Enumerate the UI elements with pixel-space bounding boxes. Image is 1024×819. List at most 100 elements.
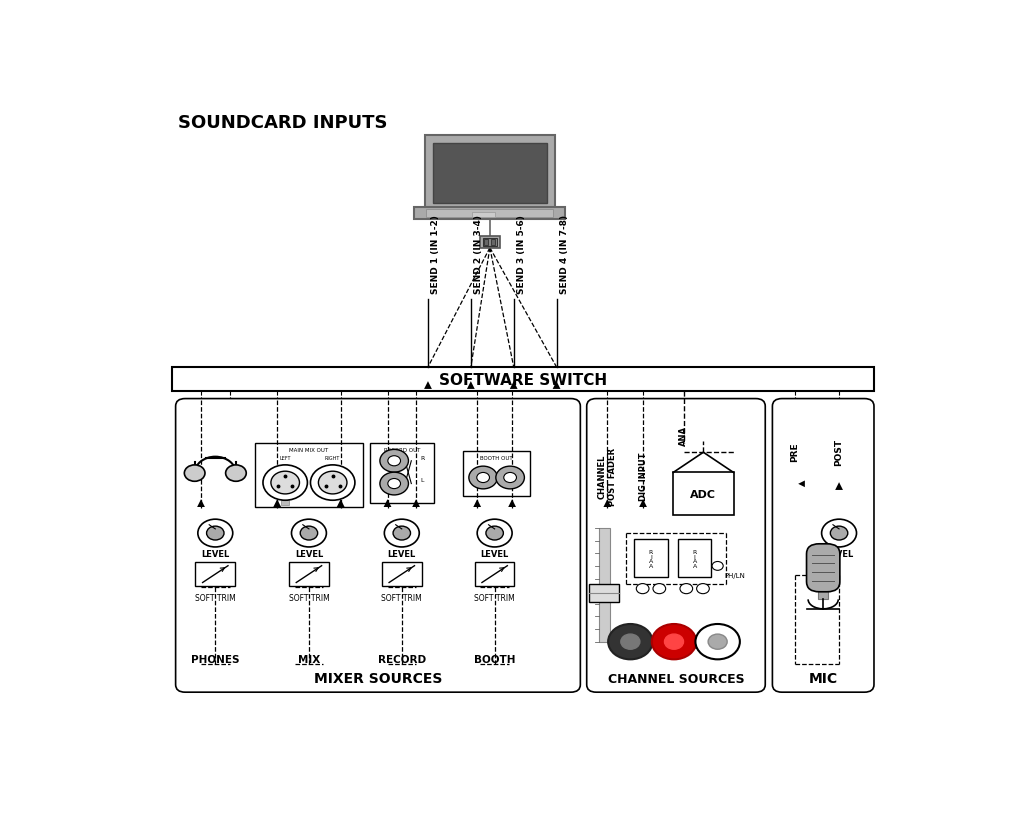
Text: LEVEL: LEVEL	[388, 550, 416, 559]
Circle shape	[621, 634, 640, 649]
Text: MIC: MIC	[809, 672, 838, 686]
Text: SEND 2 (IN 3-4): SEND 2 (IN 3-4)	[474, 215, 483, 294]
Bar	[599, 528, 609, 642]
Bar	[589, 585, 620, 602]
Circle shape	[709, 634, 727, 649]
Bar	[484, 239, 488, 245]
Circle shape	[696, 584, 710, 594]
Text: SOUNDCARD INPUTS: SOUNDCARD INPUTS	[178, 114, 387, 132]
Bar	[255, 444, 362, 507]
Text: RIGHT: RIGHT	[325, 455, 340, 460]
Circle shape	[380, 473, 409, 495]
Bar	[674, 636, 718, 648]
Text: SOFT TRIM: SOFT TRIM	[474, 593, 515, 602]
Bar	[678, 540, 712, 577]
Text: RECORD OUT: RECORD OUT	[384, 447, 420, 452]
FancyBboxPatch shape	[772, 399, 874, 692]
Text: SOFTWARE SWITCH: SOFTWARE SWITCH	[438, 372, 607, 387]
Bar	[472, 212, 495, 218]
Circle shape	[318, 472, 347, 495]
Text: LEVEL: LEVEL	[480, 550, 509, 559]
Text: CHANNEL SOURCES: CHANNEL SOURCES	[607, 672, 744, 685]
Text: MIX: MIX	[298, 654, 321, 664]
Circle shape	[477, 473, 489, 483]
Bar	[426, 210, 553, 218]
Circle shape	[271, 472, 299, 495]
Text: LEVEL: LEVEL	[825, 550, 853, 559]
Text: PRE: PRE	[791, 441, 799, 461]
Text: R: R	[420, 456, 424, 461]
Circle shape	[680, 584, 692, 594]
Circle shape	[608, 624, 652, 659]
Circle shape	[198, 519, 232, 547]
Text: R
I
A
A: R I A A	[649, 550, 653, 568]
Circle shape	[380, 450, 409, 473]
Circle shape	[821, 519, 856, 547]
Text: BOOTH: BOOTH	[474, 654, 515, 664]
Text: L: L	[421, 477, 424, 483]
Bar	[370, 443, 433, 503]
Text: SEND 4 (IN 7-8): SEND 4 (IN 7-8)	[560, 215, 568, 294]
Bar	[196, 563, 236, 586]
Circle shape	[496, 467, 524, 489]
Text: DIG INPUT: DIG INPUT	[639, 452, 647, 501]
Bar	[475, 563, 514, 586]
Circle shape	[292, 519, 327, 547]
Text: SOFT TRIM: SOFT TRIM	[381, 593, 422, 602]
FancyBboxPatch shape	[176, 399, 581, 692]
Text: ANA: ANA	[679, 426, 688, 446]
Bar	[673, 473, 733, 516]
Bar	[463, 451, 530, 497]
Bar	[172, 368, 874, 391]
Circle shape	[393, 527, 411, 541]
Bar	[425, 136, 555, 209]
Text: PH/LN: PH/LN	[724, 572, 744, 578]
Text: LEVEL: LEVEL	[295, 550, 323, 559]
Text: SEND 3 (IN 5-6): SEND 3 (IN 5-6)	[517, 215, 526, 294]
Text: BOOTH OUT: BOOTH OUT	[480, 455, 513, 460]
Circle shape	[830, 527, 848, 541]
Bar	[479, 237, 500, 248]
Circle shape	[504, 473, 516, 483]
Circle shape	[207, 527, 224, 541]
Circle shape	[263, 465, 307, 500]
Text: SOFT TRIM: SOFT TRIM	[289, 593, 330, 602]
Bar	[634, 540, 668, 577]
Text: CHANNEL
POST FADER: CHANNEL POST FADER	[598, 448, 616, 505]
Text: MAIN MIX OUT: MAIN MIX OUT	[290, 448, 329, 453]
Bar	[818, 590, 828, 600]
Circle shape	[469, 467, 498, 489]
Circle shape	[651, 624, 696, 659]
Circle shape	[388, 456, 400, 466]
Text: SEND 1 (IN 1-2): SEND 1 (IN 1-2)	[431, 215, 440, 294]
Circle shape	[653, 584, 666, 594]
Circle shape	[388, 479, 400, 489]
FancyBboxPatch shape	[587, 399, 765, 692]
Bar	[415, 208, 565, 219]
Text: POST: POST	[835, 438, 844, 465]
Circle shape	[300, 527, 317, 541]
Text: ADC: ADC	[690, 489, 717, 500]
Bar	[492, 239, 496, 245]
Text: MIXER SOURCES: MIXER SOURCES	[313, 672, 442, 686]
Circle shape	[384, 519, 419, 547]
Circle shape	[486, 527, 504, 541]
Circle shape	[665, 634, 684, 649]
Text: PHONES: PHONES	[191, 654, 240, 664]
Circle shape	[636, 584, 649, 594]
Bar	[433, 144, 547, 204]
Bar	[282, 500, 289, 505]
Circle shape	[310, 465, 355, 500]
Circle shape	[695, 624, 740, 659]
Bar	[382, 563, 422, 586]
Bar	[482, 238, 497, 247]
Text: LEFT: LEFT	[280, 455, 291, 460]
Circle shape	[184, 465, 205, 482]
FancyBboxPatch shape	[807, 544, 840, 592]
Circle shape	[225, 465, 246, 482]
Text: SOFT TRIM: SOFT TRIM	[195, 593, 236, 602]
Bar	[289, 563, 329, 586]
Circle shape	[712, 562, 723, 571]
Circle shape	[477, 519, 512, 547]
Text: RECORD: RECORD	[378, 654, 426, 664]
